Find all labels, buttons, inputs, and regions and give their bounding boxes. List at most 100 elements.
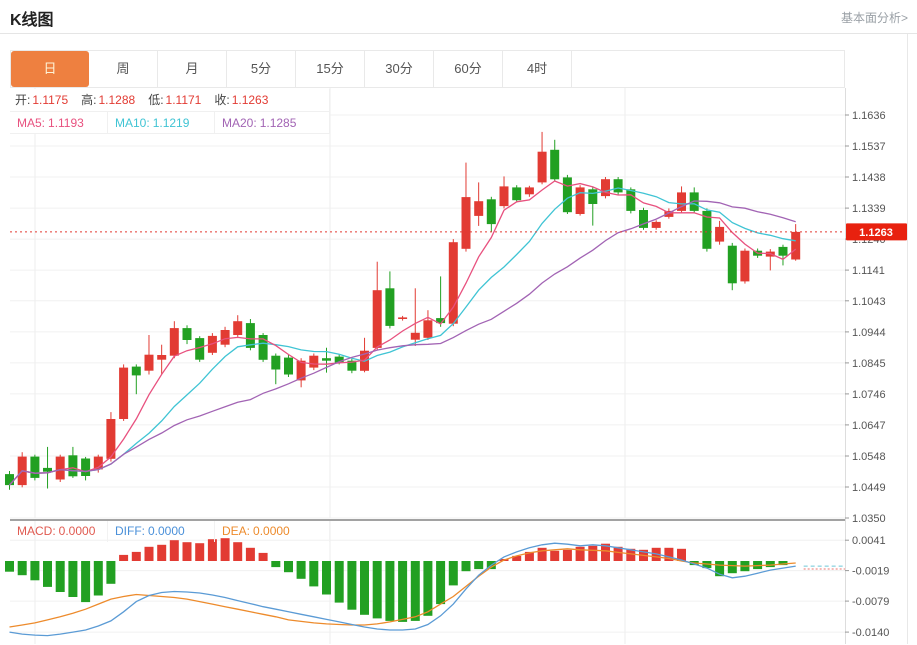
macd-axis-label: -0.0140 [852,627,889,639]
candle-up [791,231,801,260]
candle-up [309,355,319,368]
candle-down [334,356,344,363]
macd-bar [448,561,458,586]
candle-down [550,149,560,180]
macd-bar [423,561,433,616]
macd-axis-label: -0.0079 [852,596,889,608]
candle-down [30,456,40,478]
candle-down [512,187,522,201]
candle-up [715,226,725,242]
open-value: 1.1175 [32,93,69,107]
macd-bar [55,561,65,592]
macd-bar [727,561,737,574]
tab-15min[interactable]: 15分 [296,51,365,87]
macd-bar [17,561,27,576]
tab-day[interactable]: 日 [11,51,89,87]
y-axis-label: 1.0845 [852,358,886,370]
y-axis-label: 1.0548 [852,451,886,463]
close-label: 收: [214,93,230,107]
candle-down [271,355,281,370]
candle-up [106,419,116,459]
dea-line [9,548,796,628]
tab-week[interactable]: 周 [89,51,158,87]
candle-up [169,328,179,356]
candle-up [220,330,230,345]
macd-bar [322,561,331,595]
macd-bar [677,548,686,561]
macd-bar [360,561,369,615]
candle-down [613,179,623,193]
macd-bar [537,547,547,561]
candle-down [778,246,788,256]
macd-bar [588,545,598,561]
tab-60min[interactable]: 60分 [434,51,503,87]
macd-bar [119,554,129,561]
candle-down [486,199,496,225]
ma5-readout: MA5: 1.1193 [10,112,108,134]
candle-up [740,250,750,282]
macd-bar [157,544,167,561]
candle-down [347,360,357,371]
tab-month[interactable]: 月 [158,51,227,87]
macd-bar [550,550,560,561]
ma20-readout: MA20: 1.1285 [215,112,330,134]
macd-bar [93,561,103,596]
macd-value-readout: MACD: 0.0000 [10,521,108,542]
candle-down [562,177,572,213]
y-axis-label: 1.0944 [852,327,886,339]
candle-up [677,192,686,211]
candle-up [144,354,154,371]
ma-readout: MA5: 1.1193 MA10: 1.1219 MA20: 1.1285 [10,112,330,134]
tab-30min[interactable]: 30分 [365,51,434,87]
candle-up [651,221,661,228]
candle-up [93,456,103,470]
ohlc-readout: 开: 1.1175 高: 1.1288 低: 1.1171 收: 1.1263 [10,89,330,112]
candle-down [588,189,598,204]
ma5-line [9,180,797,486]
candle-down [245,323,255,348]
candle-down [626,189,636,211]
dea-value-readout: DEA: 0.0000 [215,521,330,542]
candle-up [524,187,534,195]
candle-down [385,288,395,326]
macd-bar [81,561,91,603]
candle-down [195,338,205,360]
macd-bar [410,561,420,621]
macd-bar [626,548,636,561]
candle-down [68,455,78,477]
candle-up [448,242,458,324]
candle-up [575,187,585,214]
candle-up [474,201,484,216]
macd-bar [562,549,572,561]
candle-up [233,321,243,335]
macd-bar [715,561,725,577]
macd-bar [601,543,610,561]
macd-bar [233,542,243,561]
macd-bar [474,561,484,570]
tab-4hour[interactable]: 4时 [503,51,572,87]
candle-down [727,245,737,284]
close-value: 1.1263 [231,93,269,107]
candle-up [461,197,471,249]
candle-up [398,317,408,319]
y-axis-label: 1.0746 [852,389,886,401]
low-label: 低: [148,93,164,107]
macd-axis-label: 0.0041 [852,535,886,547]
tab-5min[interactable]: 5分 [227,51,296,87]
macd-bar [765,561,775,568]
macd-bar [613,546,623,561]
macd-bar [385,561,395,621]
candle-down [182,328,192,340]
y-axis-label: 1.0350 [852,513,886,525]
macd-bar [296,561,306,579]
macd-bar [575,546,585,561]
fundamental-analysis-link[interactable]: 基本面分析> [840,11,908,25]
macd-bar [778,561,788,566]
candle-up [537,151,547,183]
candle-up [372,290,382,348]
macd-bar [144,546,154,561]
page-title: K线图 [10,12,54,29]
current-price-badge [846,223,907,241]
macd-bar [182,542,192,561]
